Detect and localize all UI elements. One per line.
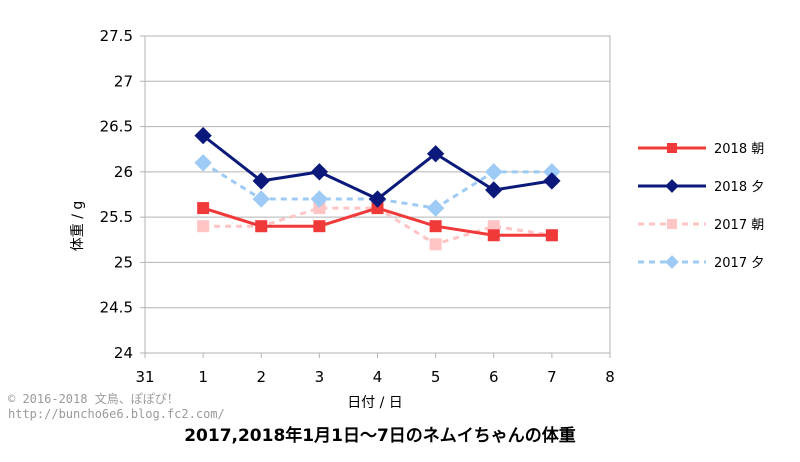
data-point — [194, 154, 212, 172]
data-point — [197, 220, 210, 233]
data-point — [543, 163, 561, 181]
x-tick-label: 2 — [256, 368, 266, 386]
legend-label: 2018 夕 — [714, 180, 764, 195]
legend-marker — [667, 143, 677, 153]
data-point — [485, 181, 503, 199]
x-tick-label: 7 — [547, 368, 557, 386]
legend-item-3: 2017 朝 — [638, 218, 764, 233]
grid-lines — [140, 35, 611, 358]
data-point — [426, 145, 445, 163]
data-point — [487, 220, 500, 233]
data-point — [252, 172, 270, 190]
legend-item-2: 2018 夕 — [638, 179, 764, 195]
y-tick-label: 25 — [114, 253, 133, 271]
tick-labels: 24 24.5 25 25.5 26 26.5 27 27.5 31 1 2 3 4 5 6 7 8 — [100, 27, 615, 386]
data-point — [197, 202, 210, 215]
data-point — [310, 190, 329, 208]
x-axis-title: 日付 / 日 — [347, 395, 403, 411]
data-point — [194, 126, 212, 145]
y-tick-label: 27 — [114, 72, 133, 90]
x-tick-label: 31 — [135, 368, 154, 386]
data-point — [426, 199, 445, 217]
x-tick-label: 8 — [605, 368, 615, 386]
data-point — [429, 220, 442, 233]
data-point — [313, 202, 326, 215]
y-tick-label: 24 — [114, 344, 133, 362]
data-point — [368, 190, 387, 208]
legend-marker — [667, 219, 677, 229]
legend-marker — [665, 255, 679, 269]
data-point — [310, 163, 329, 181]
legend-item-4: 2017 夕 — [638, 255, 764, 271]
legend-item-1: 2018 朝 — [638, 142, 764, 157]
x-tick-label: 1 — [198, 368, 208, 386]
legend-label: 2017 朝 — [714, 218, 764, 233]
legend: 2018 朝 2018 夕 2017 朝 2017 夕 — [638, 142, 764, 271]
legend-label: 2017 夕 — [714, 256, 764, 271]
data-point — [545, 229, 558, 242]
series-1 — [197, 202, 558, 242]
x-tick-label: 3 — [315, 368, 325, 386]
copyright-text: © 2016-2018 文鳥、ぽぽぴ！ — [8, 391, 179, 406]
y-axis-title: 体重 / g — [70, 201, 86, 252]
y-tick-label: 25.5 — [100, 208, 133, 226]
y-tick-label: 24.5 — [100, 299, 133, 317]
chart-caption: 2017,2018年1月1日〜7日のネムイちゃんの体重 — [184, 425, 576, 446]
data-point — [429, 238, 442, 251]
x-tick-label: 5 — [431, 368, 441, 386]
legend-marker — [665, 179, 679, 193]
legend-label: 2018 朝 — [714, 142, 764, 157]
y-tick-label: 27.5 — [100, 27, 133, 45]
data-point — [543, 172, 561, 190]
y-tick-label: 26.5 — [100, 118, 133, 136]
data-point — [313, 220, 326, 233]
series-group — [194, 126, 561, 251]
data-point — [485, 163, 503, 181]
data-point — [252, 190, 270, 208]
y-tick-label: 26 — [114, 163, 133, 181]
data-point — [255, 220, 268, 233]
blog-url-text: http://buncho6e6.blog.fc2.com/ — [8, 407, 225, 421]
x-tick-label: 4 — [373, 368, 383, 386]
data-point — [371, 202, 384, 215]
data-point — [487, 229, 500, 242]
x-tick-label: 6 — [489, 368, 499, 386]
series-2 — [194, 126, 561, 208]
